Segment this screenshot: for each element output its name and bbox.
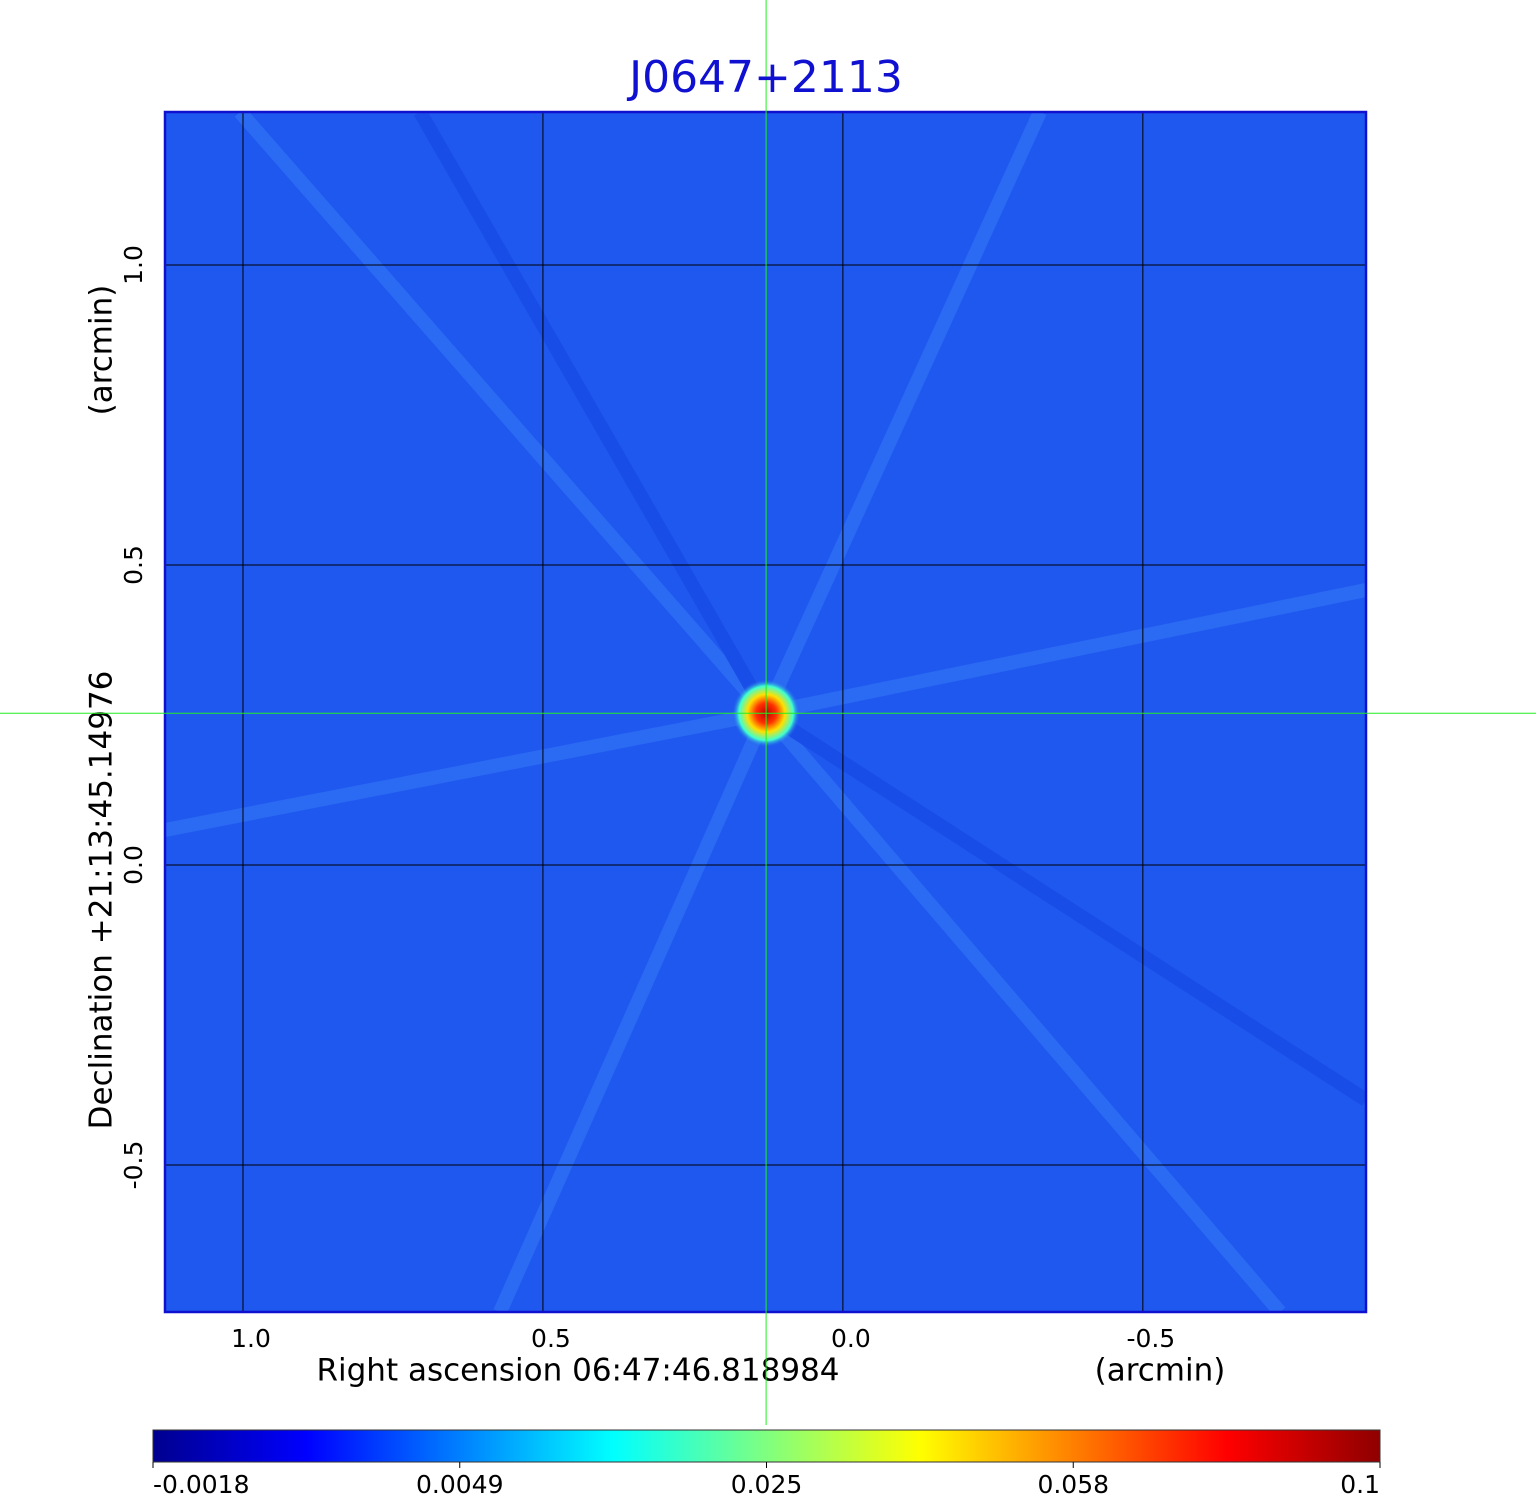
y-tick-label: 1.0 bbox=[119, 245, 148, 285]
x-tick-label: -0.5 bbox=[1126, 1324, 1175, 1353]
y-tick-label: 0.0 bbox=[119, 845, 148, 885]
colorbar-tick-label: 0.058 bbox=[1037, 1470, 1109, 1499]
y-axis-label: Declination +21:13:45.14976 bbox=[84, 671, 120, 1130]
x-tick-label: 1.0 bbox=[231, 1324, 271, 1353]
x-tick-label: 0.5 bbox=[531, 1324, 571, 1353]
y-tick-label: 0.5 bbox=[119, 545, 148, 585]
y-axis-unit: (arcmin) bbox=[84, 285, 120, 416]
x-tick-label: 0.0 bbox=[831, 1324, 871, 1353]
y-tick-label: -0.5 bbox=[119, 1141, 148, 1190]
colorbar-tick-label: 0.025 bbox=[731, 1470, 803, 1499]
colorbar-tick-label: 0.1 bbox=[1340, 1470, 1380, 1499]
chart-title: J0647+2113 bbox=[626, 52, 903, 103]
colorbar-tick-label: -0.0018 bbox=[153, 1470, 250, 1499]
x-axis-label: Right ascension 06:47:46.818984 bbox=[316, 1353, 839, 1389]
colorbar bbox=[152, 1429, 1381, 1463]
colorbar-tick-label: 0.0049 bbox=[416, 1470, 503, 1499]
plot-frame bbox=[163, 110, 1368, 1314]
image-streaks bbox=[165, 112, 1366, 1312]
x-axis-unit: (arcmin) bbox=[1095, 1353, 1226, 1389]
